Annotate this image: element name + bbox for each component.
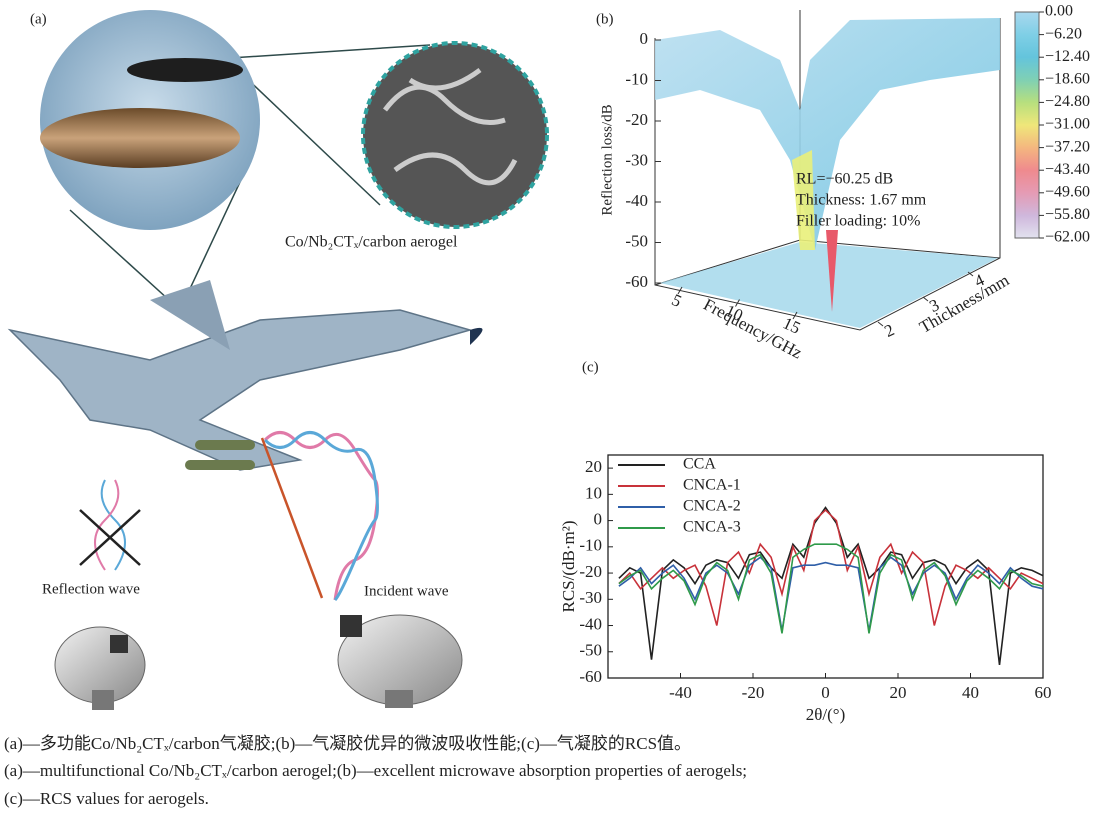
z-tick-label: 0 xyxy=(640,29,649,48)
z-tick-label: -10 xyxy=(625,69,648,88)
y-tick-label: -10 xyxy=(579,536,602,555)
illustration xyxy=(10,10,547,710)
y-tick-label: -50 xyxy=(579,641,602,660)
z-tick-label: -60 xyxy=(625,272,648,291)
x-tick-label: 20 xyxy=(890,683,907,702)
colorbar-tick-label: −43.40 xyxy=(1045,161,1090,178)
y-tick-label: 0 xyxy=(594,509,603,528)
y-tick-label: 10 xyxy=(585,483,602,502)
z-tick-label: -30 xyxy=(625,150,648,169)
reflection-label: Reflection wave xyxy=(42,581,140,597)
annotation: Thickness: 1.67 mm xyxy=(796,192,927,209)
panel-label: (a) xyxy=(30,11,47,27)
annotation: RL=−60.25 dB xyxy=(796,171,893,188)
panel-label: (c) xyxy=(582,359,599,375)
colorbar-tick-label: 0.00 xyxy=(1045,3,1073,20)
x-tick-label: 0 xyxy=(821,683,830,702)
figure: (a) Co/Nb₂CTₓ/carbon aerogel Reflection … xyxy=(0,0,1105,827)
legend-label: CCA xyxy=(683,456,716,473)
series-line xyxy=(619,544,1043,633)
colorbar-tick-label: −62.00 xyxy=(1045,229,1090,246)
x-tick-label: -20 xyxy=(742,683,765,702)
x-tick-label: 40 xyxy=(962,683,979,702)
colorbar-tick-label: −55.80 xyxy=(1045,206,1090,223)
colorbar-tick-label: −18.60 xyxy=(1045,70,1090,87)
colorbar-tick-label: −37.20 xyxy=(1045,138,1090,155)
z-tick-label: -50 xyxy=(625,231,648,250)
y-tick-label: 2 xyxy=(881,320,897,341)
legend-label: CNCA-2 xyxy=(683,498,741,515)
caption: (c)—RCS values for aerogels. xyxy=(4,789,209,808)
panel-label: (b) xyxy=(596,11,614,27)
x-tick-label: 60 xyxy=(1035,683,1052,702)
x-tick-label: 5 xyxy=(669,290,685,311)
y-tick-label: 20 xyxy=(585,457,602,476)
caption: (a)—多功能Co/Nb₂CTₓ/carbon气凝胶;(b)—气凝胶优异的微波吸… xyxy=(4,734,691,753)
x-axis-label: 2θ/(°) xyxy=(806,705,846,724)
colorbar xyxy=(1015,12,1039,238)
y-tick-label: -60 xyxy=(579,667,602,686)
legend-label: CNCA-3 xyxy=(683,519,741,536)
z-axis-label: Reflection loss/dB xyxy=(599,104,615,215)
series-line xyxy=(619,557,1043,631)
y-tick-label: -40 xyxy=(579,614,602,633)
annotation: Filler loading: 10% xyxy=(796,213,920,230)
y-axis-label: RCS/(dB·m²) xyxy=(559,521,578,613)
colorbar-tick-label: −6.20 xyxy=(1045,25,1082,42)
inset-caption: Co/Nb₂CTₓ/carbon aerogel xyxy=(285,234,458,251)
incident-label: Incident wave xyxy=(364,583,449,599)
colorbar-tick-label: −24.80 xyxy=(1045,93,1090,110)
legend-label: CNCA-1 xyxy=(683,477,741,494)
z-tick-label: -40 xyxy=(625,191,648,210)
y-tick-label: -20 xyxy=(579,562,602,581)
caption: (a)—multifunctional Co/Nb₂CTₓ/carbon aer… xyxy=(4,761,747,780)
y-tick-label: -30 xyxy=(579,588,602,607)
colorbar-tick-label: −31.00 xyxy=(1045,116,1090,133)
z-tick-label: -20 xyxy=(625,110,648,129)
x-tick-label: -40 xyxy=(669,683,692,702)
colorbar-tick-label: −12.40 xyxy=(1045,48,1090,65)
colorbar-tick-label: −49.60 xyxy=(1045,183,1090,200)
